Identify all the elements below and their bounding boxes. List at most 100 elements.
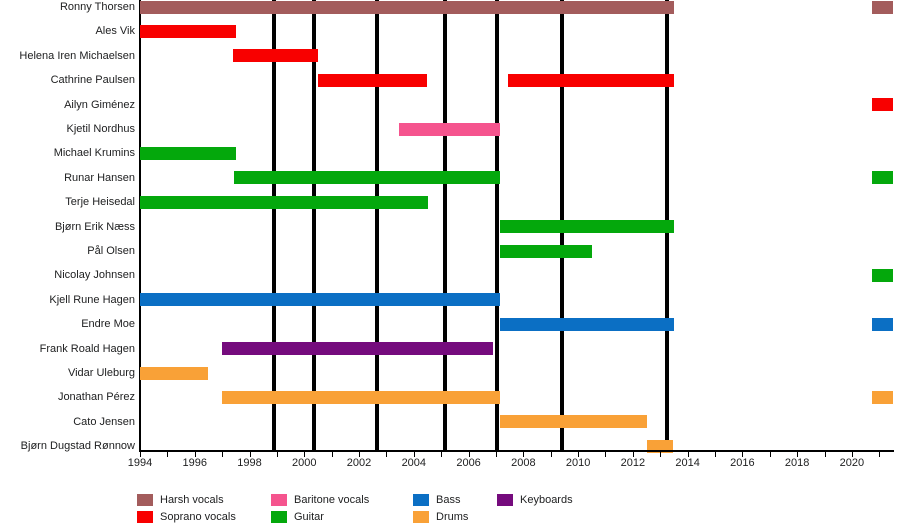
axis-tick — [495, 452, 497, 457]
x-axis-line — [139, 450, 894, 452]
axis-tick — [249, 452, 251, 457]
axis-tick — [222, 452, 224, 457]
timeline-bar-guitar — [234, 171, 501, 185]
member-label: Kjetil Nordhus — [66, 123, 135, 135]
legend-label: Bass — [436, 494, 461, 506]
legend-label: Soprano vocals — [160, 511, 236, 523]
member-label: Frank Roald Hagen — [39, 342, 135, 355]
album-release-line — [311, 0, 316, 450]
member-label: Bjørn Dugstad Rønnow — [20, 440, 135, 453]
member-label: Cato Jensen — [73, 415, 135, 428]
timeline-bar-bass — [500, 317, 674, 331]
axis-tick — [441, 452, 443, 457]
timeline-bar-soprano — [872, 98, 893, 112]
legend-swatch-bass — [413, 494, 429, 506]
legend-label: Drums — [436, 511, 469, 523]
axis-tick — [167, 452, 169, 457]
member-label: Pål Olsen — [87, 245, 135, 257]
album-release-line — [374, 0, 379, 450]
axis-year-label: 2010 — [565, 457, 591, 469]
timeline-bar-guitar — [872, 268, 893, 282]
timeline-bar-soprano — [233, 49, 318, 63]
axis-tick — [879, 452, 881, 457]
timeline-bar-bass — [140, 293, 501, 307]
legend-swatch-drums — [413, 511, 429, 523]
member-label: Cathrine Paulsen — [50, 74, 135, 87]
axis-tick — [660, 452, 662, 457]
member-label: Ailyn Giménez — [64, 98, 135, 111]
album-release-line — [495, 0, 500, 450]
timeline-bar-baritone — [398, 122, 501, 136]
axis-year-label: 2018 — [784, 457, 810, 469]
member-label: Runar Hansen — [64, 171, 135, 184]
axis-tick — [550, 452, 552, 457]
axis-year-label: 2020 — [839, 457, 865, 469]
axis-year-label: 2014 — [675, 457, 700, 469]
axis-tick — [468, 452, 470, 457]
axis-year-label: 1994 — [127, 457, 153, 469]
axis-tick — [769, 452, 771, 457]
timeline-bar-drums — [222, 390, 501, 404]
timeline-bar-guitar — [500, 220, 674, 234]
timeline-bar-soprano — [508, 73, 674, 87]
legend-swatch-soprano — [137, 511, 153, 523]
member-label: Nicolay Johnsen — [54, 269, 135, 282]
axis-tick — [797, 452, 799, 457]
legend-swatch-keyboards — [497, 494, 513, 506]
timeline-bar-guitar — [140, 195, 428, 209]
legend-label: Guitar — [294, 511, 324, 523]
axis-tick — [742, 452, 744, 457]
legend-swatch-guitar — [271, 511, 287, 523]
axis-tick — [331, 452, 333, 457]
album-release-line — [272, 0, 277, 450]
legend-label: Baritone vocals — [294, 494, 370, 506]
axis-tick — [276, 452, 278, 457]
member-label: Helena Iren Michaelsen — [19, 49, 135, 62]
member-label: Ronny Thorsen — [59, 1, 135, 13]
axis-tick — [824, 452, 826, 457]
axis-tick — [304, 452, 306, 457]
timeline-bar-soprano — [317, 73, 428, 87]
axis-year-label: 2008 — [511, 457, 536, 469]
member-label: Jonathan Pérez — [57, 391, 135, 404]
timeline-bar-drums — [872, 390, 893, 404]
legend-label: Keyboards — [520, 494, 573, 506]
timeline-bar-keyboards — [222, 342, 494, 356]
axis-year-label: 1996 — [182, 457, 207, 469]
member-label: Ales Vik — [95, 25, 135, 38]
timeline-bar-drums — [500, 415, 647, 429]
timeline-bar-guitar — [140, 146, 236, 160]
y-axis-line — [139, 0, 141, 450]
axis-tick — [140, 452, 141, 457]
axis-year-label: 2016 — [730, 457, 755, 469]
timeline-bar-bass — [872, 317, 893, 331]
axis-year-label: 2006 — [456, 457, 481, 469]
legend-label: Harsh vocals — [160, 494, 224, 506]
legend-swatch-baritone — [271, 494, 287, 506]
member-label: Terje Heisedal — [65, 196, 135, 209]
axis-tick — [605, 452, 607, 457]
timeline-bar-drums — [140, 366, 209, 380]
axis-tick — [632, 452, 634, 457]
member-label: Bjørn Erik Næss — [54, 220, 135, 233]
timeline-bar-soprano — [140, 24, 236, 38]
timeline-bar-harsh — [872, 0, 893, 14]
axis-tick — [386, 452, 388, 457]
axis-year-label: 2000 — [292, 457, 317, 469]
axis-tick — [578, 452, 580, 457]
axis-tick — [687, 452, 689, 457]
axis-tick — [413, 452, 415, 457]
member-label: Vidar Uleburg — [67, 367, 135, 379]
axis-tick — [523, 452, 525, 457]
member-label: Michael Krumins — [53, 147, 135, 160]
axis-year-label: 2002 — [346, 457, 372, 469]
timeline-bar-harsh — [140, 0, 674, 14]
axis-tick — [194, 452, 196, 457]
axis-tick — [851, 452, 853, 457]
member-label: Kjell Rune Hagen — [49, 293, 135, 306]
axis-year-label: 2012 — [620, 457, 646, 469]
member-label: Endre Moe — [81, 318, 135, 331]
album-release-line — [443, 0, 448, 450]
timeline-bar-guitar — [872, 171, 893, 185]
